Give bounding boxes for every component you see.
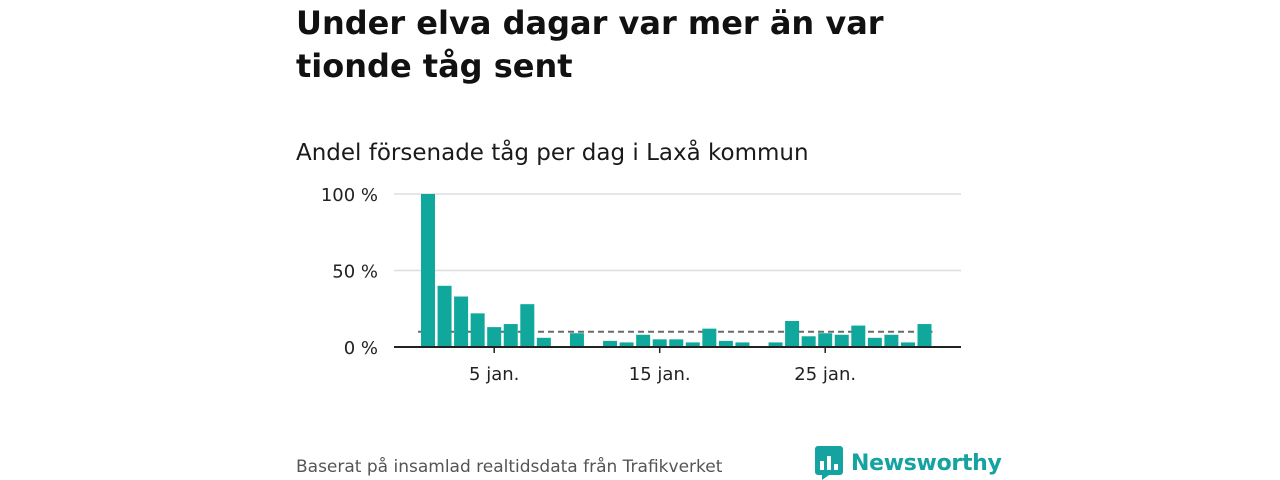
bar	[801, 336, 816, 347]
x-tick-label: 25 jan.	[794, 364, 856, 385]
bar	[603, 340, 618, 347]
x-tick-label: 5 jan.	[469, 364, 519, 385]
bar	[437, 285, 452, 347]
source-note: Baserat på insamlad realtidsdata från Tr…	[296, 457, 723, 477]
bar	[735, 342, 750, 347]
bar	[421, 194, 435, 347]
bar	[454, 296, 469, 347]
y-tick-label: 50 %	[332, 262, 378, 283]
bar	[867, 337, 882, 347]
newsworthy-bar-chart-logo-icon	[815, 446, 843, 480]
chart-subtitle: Andel försenade tåg per dag i Laxå kommu…	[296, 140, 809, 166]
y-tick-label: 100 %	[321, 185, 378, 206]
bars	[421, 194, 932, 347]
brand-logo: Newsworthy	[815, 446, 1002, 480]
bar	[685, 342, 700, 347]
bar	[503, 324, 518, 347]
bar	[917, 324, 932, 347]
y-tick-label: 0 %	[344, 338, 378, 359]
bar	[884, 334, 899, 347]
axes: 0 % 50 % 100 % 5 jan. 15 jan. 25 jan.	[321, 185, 961, 385]
bar	[487, 327, 502, 347]
bar	[818, 333, 833, 347]
bar	[520, 304, 535, 347]
bar	[702, 328, 717, 347]
x-tick-label: 15 jan.	[629, 364, 691, 385]
bar	[536, 337, 551, 347]
bar	[669, 339, 684, 347]
bar	[718, 340, 733, 347]
bar	[470, 313, 485, 347]
bar	[900, 342, 915, 347]
bar	[636, 334, 651, 347]
chart-title: Under elva dagar var mer än var tionde t…	[296, 4, 884, 85]
bar	[768, 342, 783, 347]
brand-name: Newsworthy	[851, 450, 1002, 476]
grid-lines	[394, 193, 961, 272]
bar-chart: 0 % 50 % 100 % 5 jan. 15 jan. 25 jan.	[321, 185, 961, 385]
bar	[851, 325, 866, 347]
bar	[834, 334, 849, 347]
bar	[652, 339, 667, 347]
bar	[619, 342, 634, 347]
bar	[785, 320, 800, 347]
bar	[569, 333, 584, 347]
